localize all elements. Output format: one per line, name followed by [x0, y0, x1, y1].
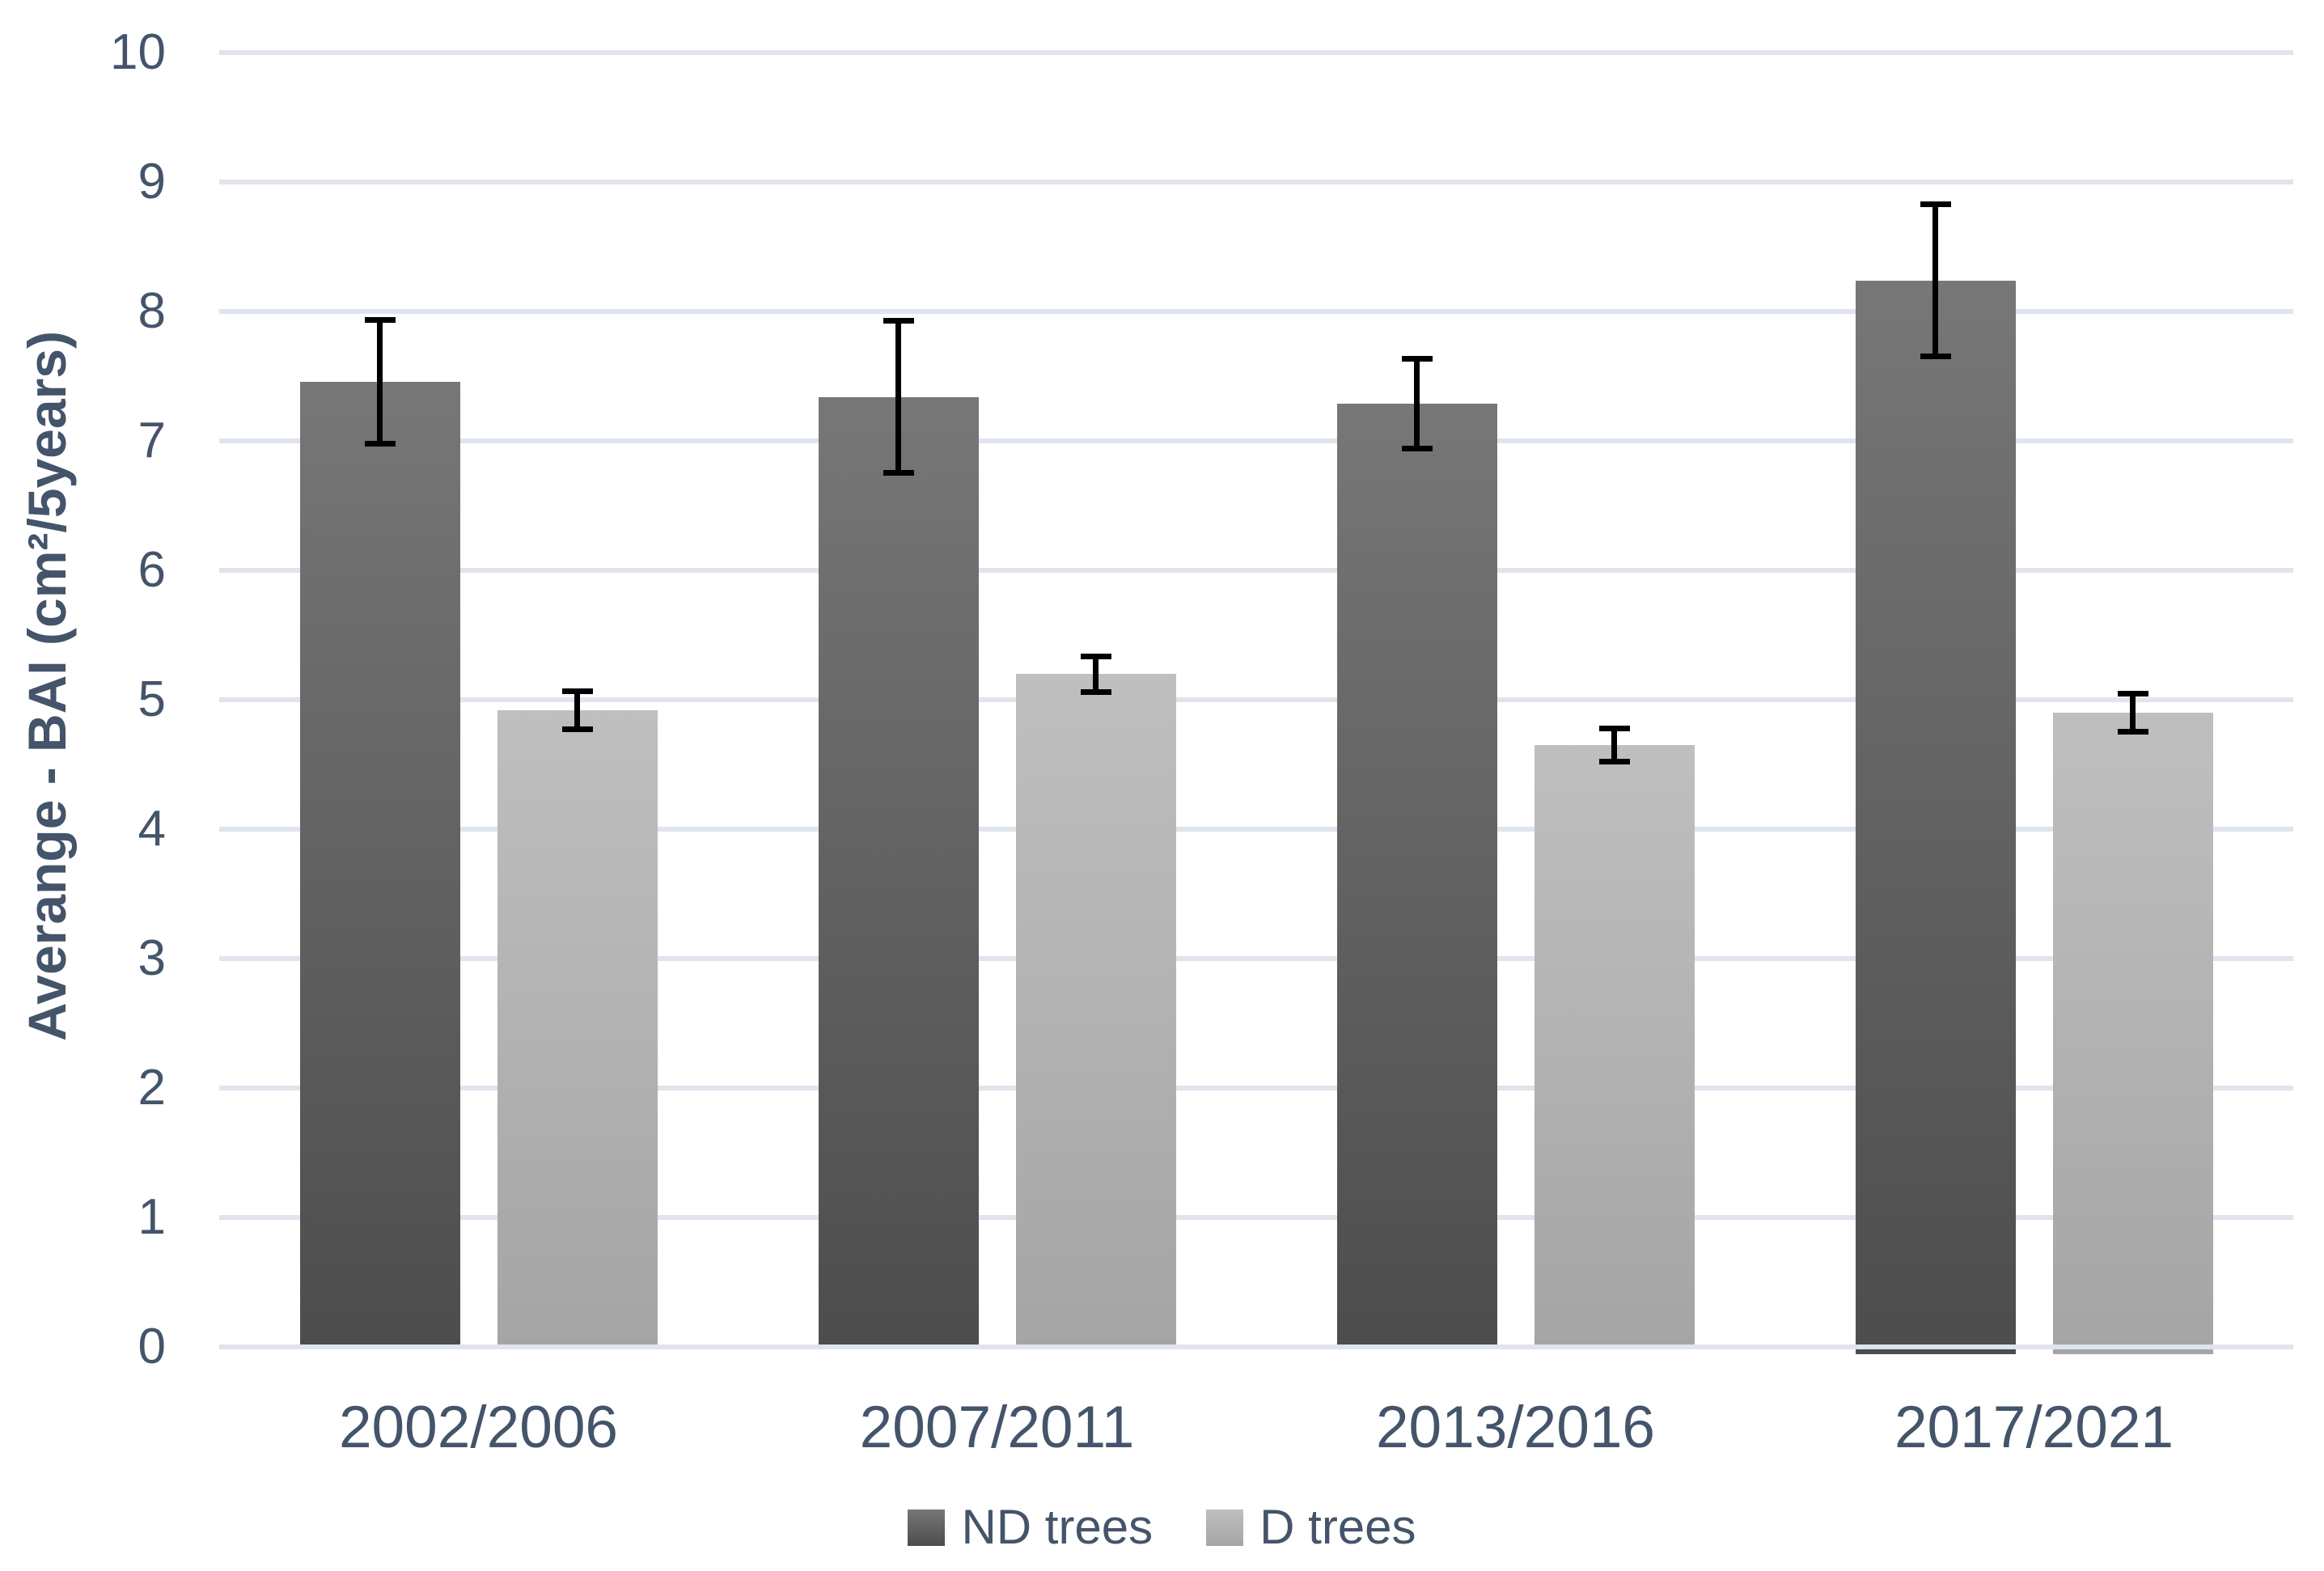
error-bar-line — [1414, 355, 1420, 451]
y-tick-label: 4 — [138, 801, 166, 857]
y-tick-label: 2 — [138, 1060, 166, 1116]
legend-item-d-trees: D trees — [1206, 1503, 1416, 1552]
error-bar-line — [574, 688, 580, 733]
bar-d-trees-2 — [1534, 745, 1695, 1344]
x-category-label: 2002/2006 — [338, 1395, 619, 1460]
error-bar-cap-top — [1598, 726, 1630, 732]
gridline — [219, 697, 2293, 702]
gridline — [219, 1215, 2293, 1220]
y-tick-label: 6 — [138, 542, 166, 598]
gridline — [219, 568, 2293, 573]
x-category-label: 2013/2016 — [1375, 1395, 1656, 1460]
error-bar-cap-top — [561, 688, 593, 694]
gridline — [219, 50, 2293, 55]
x-category-label: 2007/2011 — [859, 1395, 1135, 1460]
error-bar-cap-bottom — [1598, 759, 1630, 765]
y-tick-label: 8 — [138, 283, 166, 339]
error-bar-cap-bottom — [1920, 354, 1951, 360]
y-tick-label: 9 — [138, 154, 166, 210]
legend-swatch-d-trees — [1206, 1509, 1244, 1546]
legend-swatch-nd-trees — [908, 1509, 946, 1546]
bar-nd-trees-0 — [299, 381, 460, 1344]
error-bar-cap-top — [364, 316, 396, 323]
x-category-label: 2017/2021 — [1894, 1395, 2174, 1460]
error-bar-cap-top — [1920, 201, 1951, 208]
error-bar-cap-top — [1401, 355, 1433, 362]
y-tick-label: 1 — [138, 1189, 166, 1245]
error-bar-line — [1611, 726, 1617, 765]
error-bar-line — [2130, 691, 2136, 735]
bar-nd-trees-3 — [1855, 280, 2016, 1354]
error-bar-line — [1093, 653, 1099, 695]
y-tick-label: 0 — [138, 1319, 166, 1374]
error-bar-cap-bottom — [2117, 729, 2148, 735]
legend-item-nd-trees: ND trees — [908, 1503, 1153, 1552]
bar-nd-trees-1 — [818, 396, 979, 1344]
legend: ND trees D trees — [0, 1503, 2324, 1552]
y-tick-label: 10 — [110, 24, 166, 80]
error-bar-line — [1932, 201, 1938, 360]
error-bar-line — [377, 316, 383, 447]
bar-d-trees-3 — [2052, 713, 2213, 1354]
error-bar-cap-bottom — [1401, 446, 1433, 451]
gridline — [219, 180, 2293, 184]
error-bar-cap-top — [2117, 691, 2148, 697]
error-bar-cap-top — [883, 318, 914, 324]
gridline — [219, 827, 2293, 832]
gridline — [219, 1086, 2293, 1090]
error-bar-cap-bottom — [561, 726, 593, 733]
legend-label: ND trees — [961, 1500, 1154, 1554]
error-bar-cap-bottom — [1080, 688, 1111, 695]
error-bar-cap-top — [1080, 653, 1111, 659]
y-tick-label: 7 — [138, 413, 166, 468]
error-bar-cap-bottom — [883, 470, 914, 476]
error-bar-line — [895, 318, 901, 476]
baseline-gridline — [219, 1344, 2293, 1349]
bar-d-trees-0 — [497, 710, 658, 1344]
y-tick-label: 3 — [138, 930, 166, 986]
error-bar-cap-bottom — [364, 440, 396, 447]
y-tick-label: 5 — [138, 671, 166, 727]
bar-nd-trees-2 — [1336, 403, 1497, 1344]
bar-d-trees-1 — [1015, 674, 1176, 1344]
gridline — [219, 309, 2293, 314]
gridline — [219, 438, 2293, 443]
legend-label: D trees — [1259, 1500, 1416, 1554]
gridline — [219, 956, 2293, 961]
